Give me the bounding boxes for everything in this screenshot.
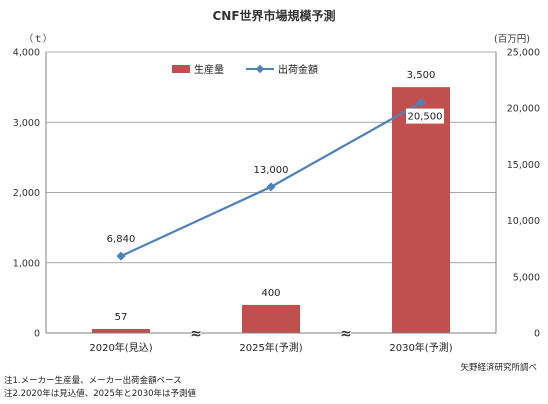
axis-break-mask: [191, 328, 201, 338]
left-tick-label: 2,000: [13, 188, 40, 199]
left-tick-label: 0: [34, 329, 40, 340]
x-tick-label: 2030年(予測): [389, 341, 452, 354]
legend-label-bar: 生産量: [194, 63, 224, 76]
axis-break-mark: ≈: [190, 326, 202, 342]
right-tick-label: 0: [534, 329, 540, 340]
axis-breaks: ≈ ≈: [190, 326, 352, 342]
axis-break-mark: ≈: [340, 326, 352, 342]
bar-series: [92, 87, 450, 333]
note-1: 注1.メーカー生産量、メーカー出荷金額ベース: [4, 375, 182, 386]
data-labels: 57 400 3,500 6,840 13,000 20,500: [107, 70, 444, 323]
right-axis-unit: (百万円): [494, 34, 530, 45]
legend-swatch-bar: [172, 65, 190, 73]
line-value-label: 13,000: [254, 165, 289, 176]
line-label-bg: [406, 108, 444, 124]
legend-swatch-marker: [255, 64, 265, 74]
right-tick-label: 5,000: [513, 272, 540, 283]
bar-value-label: 3,500: [407, 70, 436, 81]
left-tick-label: 1,000: [13, 258, 40, 269]
chart-title: CNF世界市場規模予測: [212, 8, 335, 23]
line-point: [116, 251, 126, 261]
left-tick-label: 4,000: [13, 48, 40, 59]
x-axis-labels: 2020年(見込) 2025年(予測) 2030年(予測): [89, 341, 452, 354]
left-axis-ticks: 0 1,000 2,000 3,000 4,000: [13, 48, 40, 340]
line-value-label: 6,840: [107, 234, 136, 245]
right-axis-ticks: 0 5,000 10,000 15,000 20,000 25,000: [507, 48, 540, 340]
x-tick-label: 2025年(予測): [239, 341, 302, 354]
x-tick-label: 2020年(見込): [89, 341, 152, 354]
left-axis-unit: （ｔ）: [24, 33, 53, 45]
note-2: 注2.2020年は見込値、2025年と2030年は予測値: [4, 388, 197, 399]
axes: [45, 52, 497, 334]
right-tick-label: 10,000: [507, 216, 540, 227]
line-series: [116, 98, 426, 261]
bar: [392, 87, 450, 333]
bar-value-label: 400: [261, 288, 280, 299]
right-tick-label: 25,000: [507, 48, 540, 59]
legend-label-line: 出荷金額: [278, 63, 318, 76]
axis-break-mask: [341, 328, 351, 338]
line-value-label: 20,500: [408, 112, 443, 123]
source-note: 矢野経済研究所調べ: [460, 362, 537, 373]
legend: 生産量 出荷金額: [172, 63, 318, 76]
bar: [242, 304, 300, 333]
left-tick-label: 3,000: [13, 118, 40, 129]
bar: [92, 328, 150, 333]
right-tick-label: 15,000: [507, 160, 540, 171]
line-point: [266, 182, 276, 192]
bar-value-label: 57: [115, 312, 128, 323]
line-path: [120, 101, 422, 258]
right-tick-label: 20,000: [507, 104, 540, 115]
